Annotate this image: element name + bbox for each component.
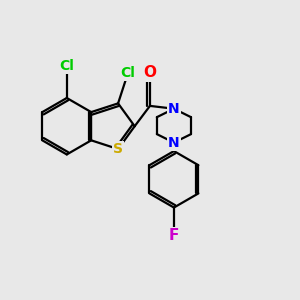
Text: F: F (169, 228, 179, 243)
Text: O: O (143, 65, 156, 80)
Text: Cl: Cl (59, 59, 74, 73)
Text: N: N (168, 102, 180, 116)
Text: Cl: Cl (121, 66, 136, 80)
Text: S: S (113, 142, 123, 156)
Text: N: N (168, 136, 180, 150)
